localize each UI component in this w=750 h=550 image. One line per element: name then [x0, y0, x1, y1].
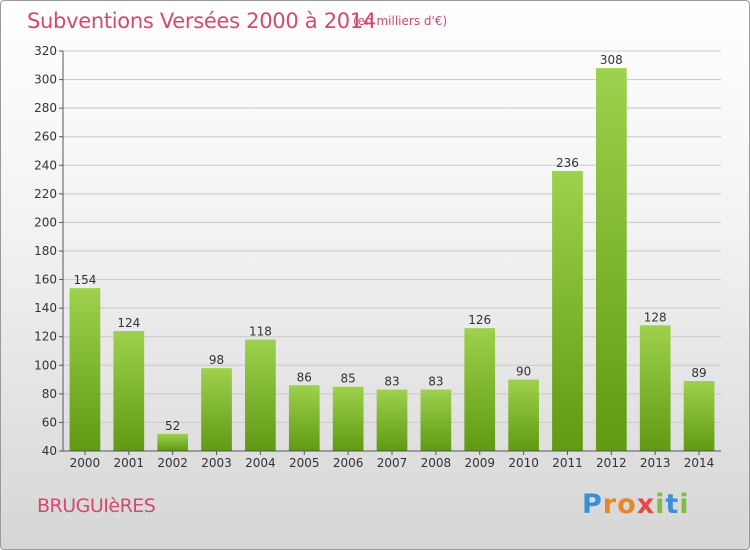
x-tick-label-2012: 2012 [596, 456, 627, 470]
y-tick-label: 60 [42, 415, 57, 429]
y-tick-label: 200 [34, 215, 57, 229]
x-tick-label-2003: 2003 [201, 456, 232, 470]
x-tick-label-2001: 2001 [114, 456, 145, 470]
bar-2002 [157, 433, 189, 451]
bars: 154 124 52 98 118 86 85 83 83 126 90 236 308 128 89 [69, 53, 715, 452]
proxiti-logo: Proxiti [582, 489, 690, 520]
bar-2011 [552, 171, 583, 451]
data-label-2007: 83 [384, 375, 399, 389]
bar-2010 [508, 379, 539, 451]
y-tick-label: 300 [34, 73, 57, 87]
y-tick-label: 280 [34, 101, 57, 115]
bar-2006 [332, 386, 364, 451]
bar-2014 [683, 381, 715, 451]
x-tick-label-2011: 2011 [552, 456, 583, 470]
bar-2001 [113, 331, 145, 451]
y-tick-label: 260 [34, 130, 57, 144]
x-tick-label-2014: 2014 [684, 456, 715, 470]
y-tick-label: 40 [42, 444, 57, 458]
data-label-2012: 308 [600, 53, 623, 67]
x-tick-label-2005: 2005 [289, 456, 320, 470]
bar-2012 [595, 68, 627, 452]
y-tick-label: 220 [34, 187, 57, 201]
bar-2013 [639, 325, 671, 451]
x-tick-label-2004: 2004 [245, 456, 276, 470]
y-tick-label: 320 [34, 44, 57, 58]
bar-2003 [201, 368, 232, 451]
chart-title: Subventions Versées 2000 à 2014 [27, 9, 376, 33]
bar-2005 [288, 385, 320, 451]
data-label-2000: 154 [73, 273, 96, 287]
data-label-2013: 128 [644, 310, 667, 324]
x-tick-label-2008: 2008 [421, 456, 452, 470]
data-label-2008: 83 [428, 375, 443, 389]
y-tick-label: 240 [34, 158, 57, 172]
axes: 40 60 80 100 120 140 160 180 200 220 240 260 280 300 3… [34, 44, 721, 470]
data-label-2002: 52 [165, 419, 180, 433]
x-tick-label-2000: 2000 [70, 456, 101, 470]
y-tick-label: 180 [34, 244, 57, 258]
bar-2009 [464, 328, 496, 451]
data-label-2005: 86 [297, 370, 312, 384]
data-label-2001: 124 [117, 316, 140, 330]
y-tick-label: 100 [34, 358, 57, 372]
x-tick-label-2013: 2013 [640, 456, 671, 470]
data-label-2009: 126 [468, 313, 491, 327]
data-label-2011: 236 [556, 156, 579, 170]
data-label-2006: 85 [340, 372, 355, 386]
data-label-2004: 118 [249, 325, 272, 339]
bar-2007 [376, 389, 408, 451]
bar-2008 [420, 389, 452, 451]
data-label-2010: 90 [516, 365, 531, 379]
y-tick-label: 120 [34, 330, 57, 344]
y-tick-label: 80 [42, 387, 57, 401]
data-label-2003: 98 [209, 353, 224, 367]
bar-2000 [69, 288, 101, 451]
x-tick-label-2010: 2010 [508, 456, 539, 470]
x-tick-label-2009: 2009 [464, 456, 495, 470]
x-tick-label-2002: 2002 [157, 456, 188, 470]
y-tick-label: 160 [34, 273, 57, 287]
commune-name: BRUGUIèRES [37, 495, 156, 517]
bar-2004 [245, 339, 276, 451]
x-tick-label-2007: 2007 [377, 456, 408, 470]
y-tick-label: 140 [34, 301, 57, 315]
unit-label: (en milliers d'€) [353, 14, 448, 28]
data-label-2014: 89 [691, 366, 706, 380]
x-tick-label-2006: 2006 [333, 456, 364, 470]
